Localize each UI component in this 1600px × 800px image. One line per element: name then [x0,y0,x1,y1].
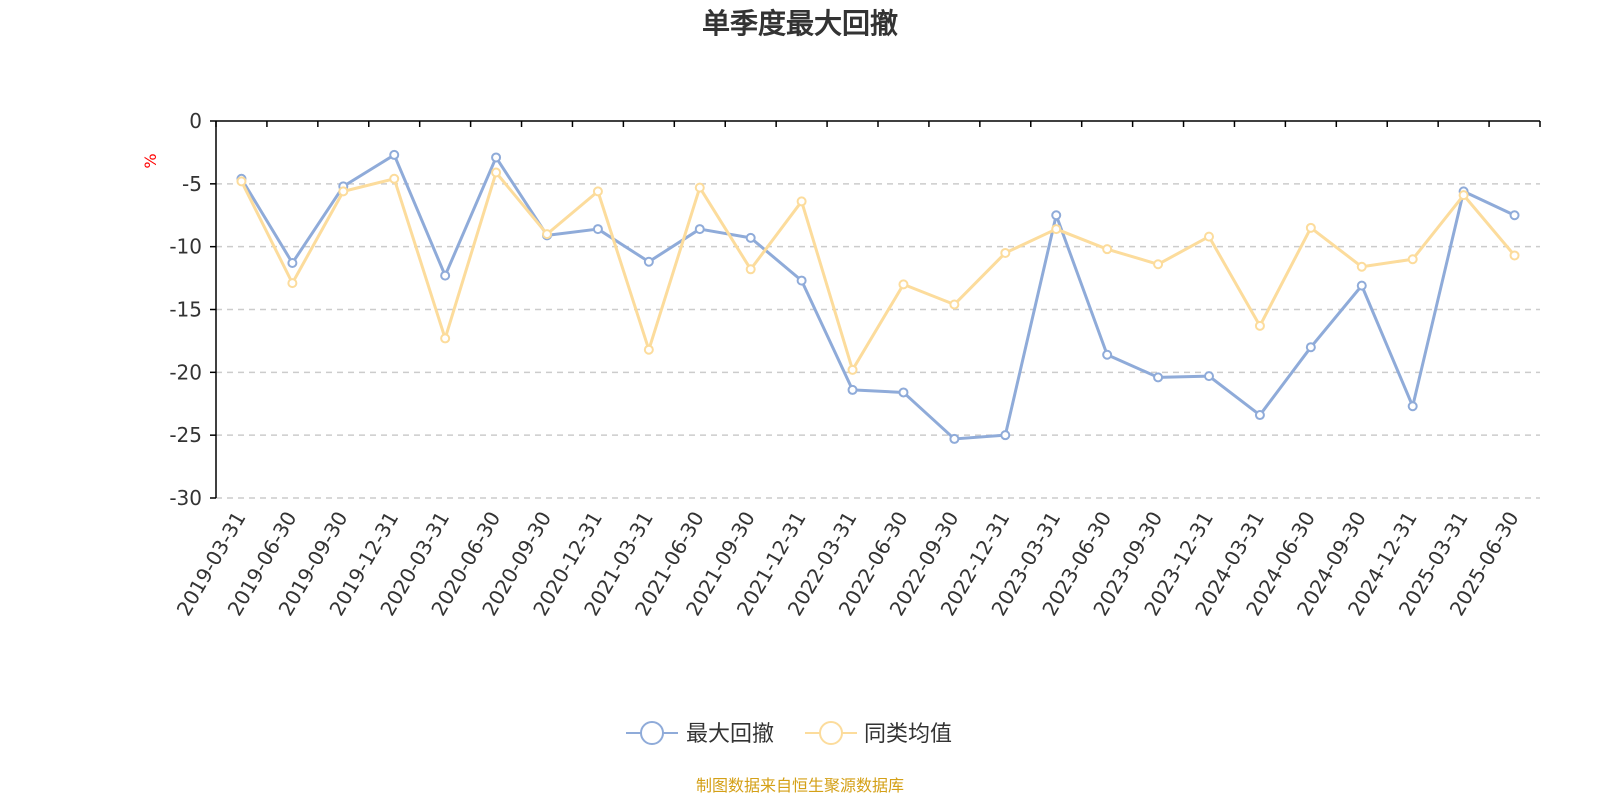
axes [210,120,1541,499]
series-line [240,171,1516,372]
data-point[interactable] [1153,372,1164,383]
data-point[interactable] [287,258,298,269]
data-point[interactable] [1204,231,1214,242]
y-tick-label: -15 [169,298,202,322]
data-point[interactable] [745,232,756,243]
data-point[interactable] [1407,254,1418,265]
y-axis-label: % [141,153,160,168]
x-tick-labels: 2019-03-312019-06-302019-09-302019-12-31… [172,507,1524,620]
y-tick-label: -10 [169,235,202,259]
data-point[interactable] [1102,349,1113,360]
series-1 [236,149,1520,444]
data-point[interactable] [1051,224,1062,235]
data-point[interactable] [796,275,807,286]
data-point[interactable] [1356,261,1367,272]
data-point[interactable] [898,279,909,290]
legend-marker-icon [640,721,664,745]
data-point[interactable] [1254,410,1265,421]
series-2 [236,167,1520,375]
data-point[interactable] [1458,190,1469,201]
y-tick-label: -5 [182,172,202,196]
data-point[interactable] [491,152,502,163]
data-point[interactable] [694,224,705,235]
data-point[interactable] [847,384,858,395]
legend-marker-icon [819,721,843,745]
data-point[interactable] [1000,430,1011,441]
data-point[interactable] [592,224,603,235]
grid-lines [216,183,1540,499]
data-point[interactable] [1204,371,1214,382]
data-point[interactable] [1305,222,1316,233]
data-point[interactable] [1407,401,1418,412]
data-point[interactable] [745,264,756,275]
data-point[interactable] [1153,259,1164,270]
data-point[interactable] [898,387,909,398]
data-point[interactable] [440,333,451,344]
legend[interactable]: 最大回撤 同类均值 [626,721,952,747]
y-tick-label: 0 [189,109,202,133]
legend-label: 同类均值 [864,722,952,747]
data-point[interactable] [1051,210,1062,221]
y-tick-label: -30 [169,486,202,510]
data-point[interactable] [1254,320,1265,331]
series-line [240,153,1516,441]
legend-item[interactable]: 最大回撤 [626,721,774,747]
data-point[interactable] [491,167,502,178]
data-point[interactable] [389,149,400,160]
data-point[interactable] [1000,247,1011,258]
legend-label: 最大回撤 [686,722,774,747]
data-point[interactable] [949,299,960,310]
data-point[interactable] [796,196,807,207]
data-point[interactable] [1509,210,1520,221]
series-layer [236,149,1520,444]
legend-item[interactable]: 同类均值 [805,721,952,747]
data-point[interactable] [236,176,247,187]
data-point[interactable] [949,433,960,444]
source-note: 制图数据来自恒生聚源数据库 [696,776,904,795]
data-point[interactable] [338,186,349,197]
data-point[interactable] [1509,250,1520,261]
data-point[interactable] [440,270,451,281]
y-tick-labels: 0 -5 -10 -15 -20 -25 -30 [169,109,202,510]
data-point[interactable] [1305,342,1316,353]
y-tick-label: -20 [169,360,202,384]
data-point[interactable] [847,364,858,375]
data-point[interactable] [287,278,298,289]
data-point[interactable] [1102,244,1113,255]
data-point[interactable] [542,229,552,240]
data-point[interactable] [1356,280,1367,291]
data-point[interactable] [643,256,654,267]
data-point[interactable] [643,344,654,355]
data-point[interactable] [592,186,603,197]
y-tick-label: -25 [169,423,202,447]
data-point[interactable] [694,182,705,193]
chart-title: 单季度最大回撤 [702,7,898,40]
data-point[interactable] [389,173,400,184]
